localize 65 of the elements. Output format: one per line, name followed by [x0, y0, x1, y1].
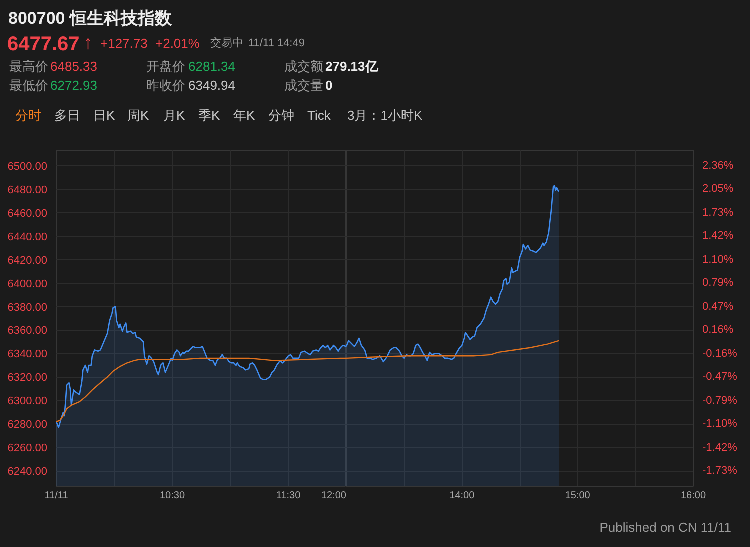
text: Published on CN 11/11 — [600, 520, 732, 535]
y-tick-label: 6360.00 — [8, 325, 48, 338]
text: ↑ — [84, 33, 93, 54]
text: 成交额 — [284, 59, 324, 74]
text: 昨收价 — [146, 78, 186, 93]
y-tick-label: 6420.00 — [8, 254, 48, 267]
y-tick-label: 6480.00 — [8, 184, 48, 196]
text: 2.05% — [702, 183, 734, 196]
text: 成交量 — [284, 78, 324, 93]
text: 最高价 — [10, 59, 48, 74]
text: 6272.93 — [50, 78, 98, 93]
text: 日K — [94, 108, 116, 123]
text: 6349.94 — [188, 78, 236, 93]
x-tick-label: 16:00 — [680, 490, 706, 502]
text: 多日 — [54, 108, 80, 123]
text: 11/11 14:49 — [248, 38, 305, 50]
text: +127.73 — [100, 36, 148, 51]
y-tick-label: 6500.00 — [8, 160, 48, 173]
text: 279.13亿 — [326, 59, 380, 74]
text: 6281.34 — [188, 59, 236, 74]
x-tick-label: 11/11 — [44, 490, 69, 502]
y-tick-label: 6240.00 — [8, 466, 48, 478]
x-tick-label: 11:30 — [276, 490, 302, 502]
text: 开盘价 — [146, 59, 186, 74]
text: 最低价 — [10, 78, 48, 93]
text: 3月：1小时K — [348, 108, 423, 123]
chart-title: 800700 恒生科技指数 — [8, 9, 173, 28]
text: 交易中 — [210, 36, 244, 50]
text: 分钟 — [268, 108, 294, 123]
y-tick-label: 6400.00 — [8, 278, 48, 290]
x-tick-label: 12:00 — [321, 490, 347, 502]
y-tick-label: 6380.00 — [8, 302, 48, 314]
y-tick-label: 6300.00 — [8, 396, 48, 408]
x-tick-label: 14:00 — [450, 490, 476, 502]
y-tick-label: 6460.00 — [8, 208, 48, 220]
x-tick-label: 15:00 — [565, 490, 591, 502]
text: 周K — [128, 108, 150, 123]
text: 0 — [326, 78, 333, 93]
text: 2.36% — [702, 160, 734, 172]
text: -0.16% — [702, 348, 738, 360]
x-tick-label: 10:30 — [160, 490, 186, 502]
text: 1.10% — [702, 254, 734, 266]
text: 年K — [234, 108, 256, 123]
text: Tick — [308, 108, 332, 123]
text: -0.47% — [702, 371, 738, 384]
text: 0.47% — [702, 301, 734, 314]
text: -1.73% — [702, 465, 738, 478]
y-tick-label: 6320.00 — [8, 372, 48, 384]
text: 1.73% — [702, 207, 734, 220]
text: 0.79% — [702, 277, 734, 290]
text: -1.10% — [702, 418, 738, 430]
text: 0.16% — [702, 324, 734, 336]
text: +2.01% — [156, 36, 200, 51]
text: 1.42% — [702, 230, 734, 242]
y-tick-label: 6440.00 — [8, 231, 48, 244]
y-tick-label: 6340.00 — [8, 348, 48, 361]
text: 月K — [164, 108, 186, 123]
text: -0.79% — [702, 395, 738, 408]
text: 6485.33 — [50, 59, 98, 74]
text: -1.42% — [702, 442, 738, 454]
text: 分时 — [16, 108, 42, 123]
text: 季K — [198, 108, 220, 123]
y-tick-label: 6280.00 — [8, 419, 48, 432]
y-tick-label: 6260.00 — [8, 442, 48, 455]
text: 6477.67 — [8, 34, 80, 56]
